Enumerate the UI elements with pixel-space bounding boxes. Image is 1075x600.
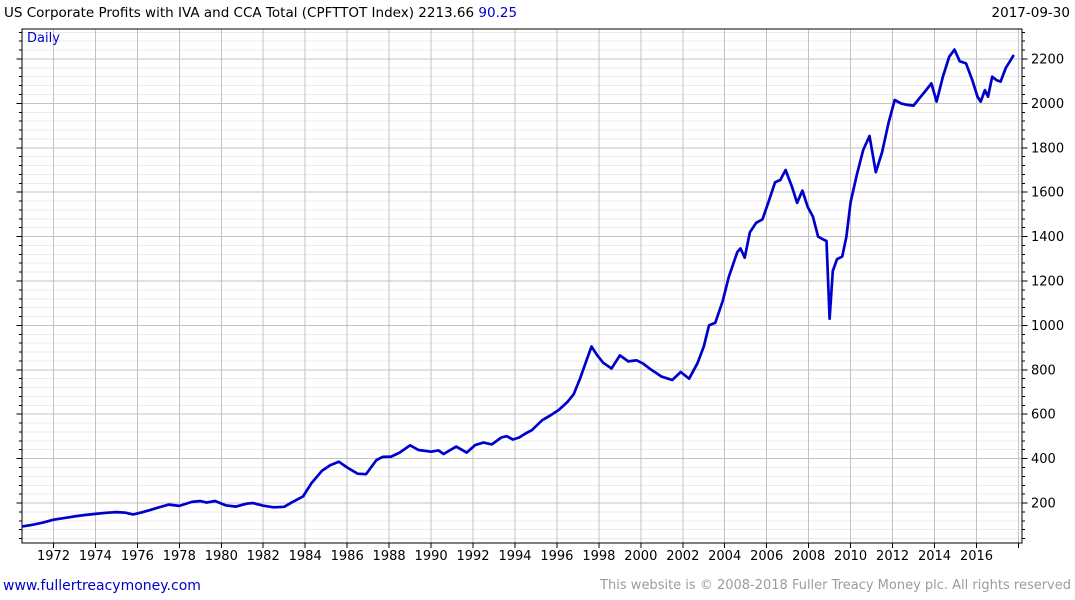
x-tick-label: 1998	[582, 549, 615, 564]
x-axis-labels: 1972 1974 1976 1978 1980 1982 1984 1986 1988 1990…	[37, 549, 993, 564]
y-axis-labels: 200 400 600 800 1000 1200 1400 1600 1800 2000 2200	[1031, 53, 1064, 512]
change-value: 90.25	[478, 5, 518, 21]
x-tick-label: 1996	[540, 549, 573, 564]
axis-ticks	[16, 31, 1028, 548]
copyright-text: This website is © 2008-2018 Fuller Treac…	[600, 578, 1071, 593]
page-footer: www.fullertreacymoney.com This website i…	[0, 572, 1075, 600]
y-tick-label: 1000	[1031, 319, 1064, 334]
x-tick-label: 1974	[79, 549, 112, 564]
frequency-label: Daily	[27, 31, 60, 46]
x-tick-label: 1972	[37, 549, 70, 564]
x-tick-label: 1978	[163, 549, 196, 564]
y-tick-label: 200	[1031, 497, 1056, 512]
x-tick-label: 1984	[289, 549, 322, 564]
y-tick-label: 2000	[1031, 97, 1064, 112]
x-tick-label: 1980	[205, 549, 238, 564]
x-tick-label: 2000	[624, 549, 657, 564]
x-tick-label: 1986	[331, 549, 364, 564]
chart-header: US Corporate Profits with IVA and CCA To…	[4, 5, 1070, 25]
as-of-date: 2017-09-30	[991, 5, 1070, 21]
x-tick-label: 2004	[708, 549, 741, 564]
x-tick-label: 2002	[666, 549, 699, 564]
x-tick-label: 2016	[960, 549, 993, 564]
y-tick-label: 1800	[1031, 141, 1064, 156]
site-link[interactable]: www.fullertreacymoney.com	[3, 578, 201, 594]
x-tick-label: 1982	[247, 549, 280, 564]
price-line	[21, 48, 1015, 528]
x-tick-label: 2014	[918, 549, 951, 564]
y-tick-label: 1400	[1031, 230, 1064, 245]
chart-title: US Corporate Profits with IVA and CCA To…	[4, 5, 414, 21]
plot-border	[21, 28, 1023, 544]
grid-minor-horizontal	[22, 31, 1022, 540]
x-tick-label: 1990	[415, 549, 448, 564]
x-tick-label: 1988	[373, 549, 406, 564]
x-tick-label: 2008	[792, 549, 825, 564]
x-tick-label: 1976	[121, 549, 154, 564]
last-value: 2213.66	[418, 5, 475, 21]
y-tick-label: 1200	[1031, 275, 1064, 290]
y-tick-label: 600	[1031, 408, 1056, 423]
y-tick-label: 800	[1031, 363, 1056, 378]
y-tick-label: 400	[1031, 452, 1056, 467]
price-chart[interactable]: 200 400 600 800 1000 1200 1400 1600 1800 2000 2200…	[0, 0, 1075, 570]
y-tick-label: 1600	[1031, 186, 1064, 201]
grid-major-horizontal	[22, 58, 1022, 504]
x-tick-label: 2012	[876, 549, 909, 564]
y-tick-label: 2200	[1031, 53, 1064, 68]
grid-vertical	[53, 29, 1019, 543]
x-tick-label: 2006	[750, 549, 783, 564]
x-tick-label: 1994	[498, 549, 531, 564]
x-tick-label: 2010	[834, 549, 867, 564]
x-tick-label: 1992	[456, 549, 489, 564]
